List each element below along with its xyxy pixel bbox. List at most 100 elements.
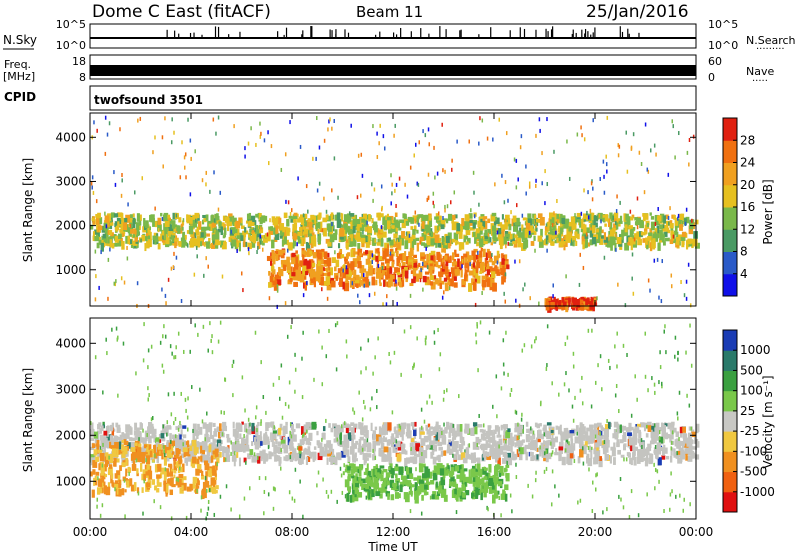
echo-cell [649, 289, 651, 293]
echo-cell [487, 269, 490, 275]
echo-cell [326, 214, 329, 220]
echo-cell [334, 250, 336, 254]
echo-cell [651, 376, 653, 380]
echo-cell [399, 177, 401, 181]
echo-cell [534, 249, 536, 253]
echo-cell [300, 439, 305, 445]
echo-cell [684, 293, 686, 297]
echo-cell [218, 208, 220, 212]
echo-cell [554, 484, 556, 488]
echo-cell [628, 427, 631, 432]
echo-cell [336, 367, 338, 371]
echo-cell [631, 229, 634, 235]
echo-cell [389, 267, 392, 274]
echo-cell [520, 447, 524, 454]
echo-cell [637, 225, 639, 229]
echo-cell [685, 351, 687, 355]
echo-cell [158, 228, 160, 232]
echo-cell [271, 144, 273, 148]
echo-cell [327, 457, 329, 464]
echo-cell [369, 293, 371, 297]
echo-cell [391, 183, 393, 187]
echo-cell [364, 284, 366, 288]
echo-cell [476, 322, 478, 326]
echo-cell [550, 226, 552, 235]
echo-cell [121, 444, 124, 451]
echo-cell [454, 282, 458, 287]
echo-cell [581, 303, 585, 310]
echo-cell [140, 238, 142, 242]
echo-cell [453, 456, 457, 460]
echo-cell [426, 198, 428, 202]
echo-cell [443, 262, 445, 269]
echo-cell [462, 492, 466, 497]
echo-cell [181, 140, 183, 144]
echo-cell [421, 408, 423, 412]
echo-cell [277, 456, 279, 461]
echo-cell [648, 278, 650, 282]
echo-cell [399, 263, 401, 268]
echo-cell [326, 354, 328, 358]
echo-cell [98, 463, 100, 470]
echo-cell [513, 457, 516, 461]
echo-cell [552, 283, 554, 287]
echo-cell [636, 398, 638, 402]
echo-cell [165, 426, 167, 432]
echo-cell [318, 252, 322, 259]
echo-cell [582, 446, 584, 450]
echo-cell [399, 282, 402, 288]
echo-cell [369, 282, 371, 286]
echo-cell [196, 254, 198, 258]
echo-cell [422, 129, 424, 133]
echo-cell [305, 271, 308, 275]
echo-cell [130, 239, 132, 244]
echo-cell [110, 223, 113, 226]
echo-cell [418, 263, 420, 267]
echo-cell [212, 223, 216, 228]
echo-cell [613, 457, 616, 465]
echo-cell [510, 210, 512, 214]
echo-cell [392, 494, 394, 499]
echo-cell [505, 494, 508, 502]
echo-cell [327, 253, 329, 257]
echo-cell [366, 221, 368, 225]
echo-cell [269, 218, 271, 222]
echo-cell [493, 430, 497, 434]
echo-cell [173, 265, 175, 269]
echo-cell [352, 454, 355, 460]
echo-cell [202, 178, 204, 182]
echo-cell [401, 449, 406, 454]
echo-cell [435, 234, 440, 243]
echo-cell [507, 446, 510, 451]
echo-cell [215, 449, 219, 457]
echo-cell [437, 442, 442, 446]
echo-cell [629, 458, 632, 464]
echo-cell [357, 243, 360, 249]
echo-cell [382, 266, 384, 270]
echo-cell [127, 256, 129, 260]
echo-cell [312, 263, 315, 267]
echo-cell [690, 239, 693, 243]
echo-cell [397, 454, 402, 462]
echo-cell [536, 219, 539, 223]
echo-cell [143, 218, 145, 227]
echo-cell [465, 241, 468, 244]
echo-cell [273, 266, 275, 270]
echo-cell [165, 237, 169, 244]
echo-cell [372, 253, 374, 257]
echo-cell [294, 223, 297, 229]
echo-cell [644, 424, 646, 431]
echo-cell [439, 283, 442, 289]
echo-cell [600, 219, 602, 223]
echo-cell [330, 237, 333, 240]
nsky-label: N.Sky [3, 33, 37, 47]
nave-top-tick: 60 [708, 55, 722, 68]
echo-cell [433, 192, 435, 196]
echo-cell [469, 262, 471, 266]
echo-cell [525, 229, 528, 238]
echo-cell [499, 118, 501, 122]
echo-cell [415, 211, 417, 215]
echo-cell [456, 140, 458, 144]
echo-cell [374, 225, 378, 233]
echo-cell [334, 267, 337, 272]
